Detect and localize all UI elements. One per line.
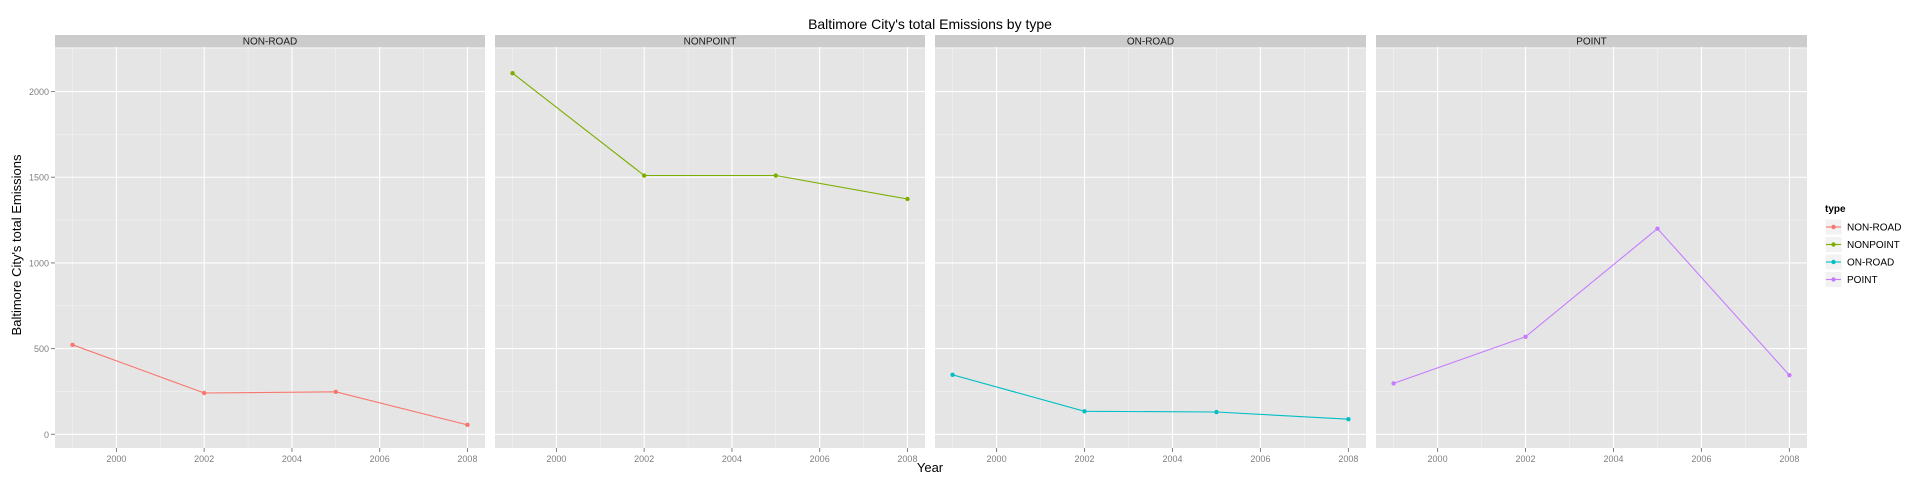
data-point bbox=[70, 342, 75, 348]
x-tick-label: 2004 bbox=[1603, 454, 1623, 464]
legend-item-point: POINT bbox=[1824, 271, 1878, 288]
series-line-non-road bbox=[72, 344, 468, 426]
data-point bbox=[641, 173, 647, 178]
x-tick-label: 2000 bbox=[106, 454, 126, 464]
y-axis-label: Baltimore City's total Emissions bbox=[9, 154, 24, 335]
series-line-on-road bbox=[952, 374, 1349, 420]
facet-panel-point: POINT 2000 2002 2004 2006 2008 bbox=[1376, 35, 1807, 464]
data-point bbox=[1787, 372, 1792, 378]
data-point bbox=[510, 71, 515, 76]
x-tick-label: 2004 bbox=[1162, 454, 1182, 464]
facet-strip bbox=[1376, 35, 1807, 47]
data-point bbox=[201, 390, 207, 396]
data-point bbox=[773, 173, 779, 178]
facet-panel-non-road: NON-ROAD 2000 2002 2004 2006 2008 bbox=[55, 35, 485, 464]
facet-panel-on-road: ON-ROAD 2000 2002 2004 2006 2008 bbox=[935, 35, 1366, 464]
data-point bbox=[1523, 334, 1528, 339]
series-line-nonpoint bbox=[512, 72, 908, 200]
facets: NON-ROAD 2000 2002 2004 2006 2008 NONPOINT 2000… bbox=[55, 35, 1807, 464]
y-tick-label: 500 bbox=[34, 344, 49, 354]
legend: type NON-ROAD NONPOINT ON-ROAD POINT bbox=[1824, 204, 1901, 288]
legend-label: NONPOINT bbox=[1847, 240, 1900, 251]
data-point bbox=[333, 389, 339, 394]
data-point bbox=[950, 372, 955, 378]
data-point bbox=[1082, 409, 1087, 414]
legend-label: ON-ROAD bbox=[1847, 258, 1894, 269]
x-tick-label: 2008 bbox=[1779, 454, 1799, 464]
x-tick-label: 2006 bbox=[810, 454, 830, 464]
x-tick-label: 2000 bbox=[987, 454, 1007, 464]
x-tick-label: 2004 bbox=[282, 454, 302, 464]
legend-label: POINT bbox=[1847, 275, 1878, 286]
x-axis-label: Year bbox=[917, 460, 944, 475]
legend-key-point bbox=[1831, 277, 1836, 282]
legend-item-nonpoint: NONPOINT bbox=[1824, 236, 1900, 253]
facet-strip bbox=[495, 35, 925, 47]
y-tick-label: 0 bbox=[44, 430, 49, 440]
x-tick-label: 2008 bbox=[457, 454, 477, 464]
x-tick-label: 2000 bbox=[1428, 454, 1448, 464]
x-tick-label: 2000 bbox=[546, 454, 566, 464]
facet-panel-nonpoint: NONPOINT 2000 2002 2004 2006 2008 bbox=[495, 35, 925, 464]
y-axis: 0 500 1000 1500 2000 bbox=[29, 87, 55, 440]
data-point bbox=[905, 196, 910, 202]
facet-strip bbox=[935, 35, 1366, 47]
legend-item-on-road: ON-ROAD bbox=[1824, 253, 1894, 271]
data-point bbox=[1391, 381, 1396, 386]
panel-background bbox=[1376, 47, 1807, 448]
x-tick-label: 2004 bbox=[722, 454, 742, 464]
facet-strip-label: NONPOINT bbox=[684, 37, 737, 48]
data-point bbox=[1655, 226, 1660, 231]
x-tick-label: 2008 bbox=[897, 454, 917, 464]
chart-title: Baltimore City's total Emissions by type bbox=[808, 16, 1052, 32]
panel-background bbox=[935, 47, 1366, 448]
facet-strip bbox=[55, 35, 485, 47]
x-tick-label: 2006 bbox=[1691, 454, 1711, 464]
data-point bbox=[1214, 409, 1219, 415]
legend-label: NON-ROAD bbox=[1847, 223, 1901, 234]
series-line-point bbox=[1393, 227, 1790, 384]
x-tick-label: 2002 bbox=[1516, 454, 1536, 464]
y-tick-label: 1000 bbox=[29, 258, 49, 268]
legend-title: type bbox=[1825, 204, 1846, 215]
x-tick-label: 2008 bbox=[1338, 454, 1358, 464]
legend-item-non-road: NON-ROAD bbox=[1824, 218, 1901, 236]
legend-key-point bbox=[1831, 224, 1836, 230]
facet-strip-label: NON-ROAD bbox=[243, 37, 297, 48]
data-point bbox=[465, 422, 470, 428]
legend-key-point bbox=[1831, 259, 1836, 265]
y-tick-label: 2000 bbox=[29, 87, 49, 97]
panel-background bbox=[495, 47, 925, 448]
facet-strip-label: POINT bbox=[1576, 37, 1607, 48]
data-point bbox=[1346, 417, 1351, 422]
legend-key-point bbox=[1831, 242, 1836, 247]
facet-strip-label: ON-ROAD bbox=[1127, 37, 1174, 48]
x-tick-label: 2002 bbox=[1075, 454, 1095, 464]
y-tick-label: 1500 bbox=[29, 173, 49, 183]
x-tick-label: 2002 bbox=[194, 454, 214, 464]
x-tick-label: 2002 bbox=[634, 454, 654, 464]
x-tick-label: 2006 bbox=[370, 454, 390, 464]
x-tick-label: 2006 bbox=[1250, 454, 1270, 464]
panel-background bbox=[55, 47, 485, 448]
